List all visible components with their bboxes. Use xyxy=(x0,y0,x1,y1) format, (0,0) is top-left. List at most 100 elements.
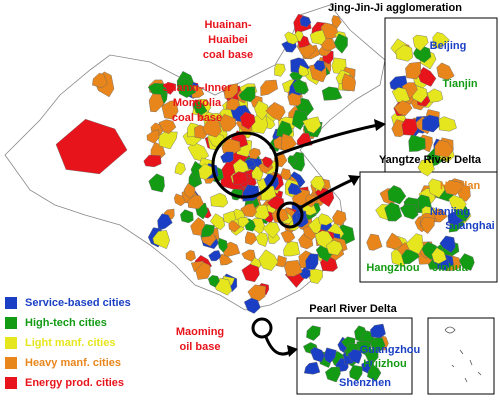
city-region xyxy=(302,116,322,134)
city-region xyxy=(317,213,334,226)
arrow xyxy=(264,336,291,356)
city-region xyxy=(386,232,404,250)
city-region xyxy=(420,216,436,234)
city-region xyxy=(239,111,256,130)
city-region xyxy=(249,147,261,160)
city-region xyxy=(366,233,383,251)
city-label: Huizhou xyxy=(363,358,406,370)
city-region xyxy=(158,119,177,134)
city-region xyxy=(200,223,215,238)
legend-label: Heavy manf. cities xyxy=(25,357,121,369)
city-label: Beijing xyxy=(430,40,467,52)
city-region xyxy=(174,161,186,176)
city-region xyxy=(220,151,234,163)
city-region xyxy=(431,247,447,264)
city-region xyxy=(395,44,414,62)
city-region xyxy=(325,239,343,256)
arrowhead xyxy=(287,345,298,357)
city-region xyxy=(148,93,165,113)
city-region xyxy=(401,118,418,136)
legend-label: Service-based cities xyxy=(25,297,131,309)
city-region xyxy=(210,192,229,208)
city-region xyxy=(443,179,462,196)
city-label: Tianjin xyxy=(442,78,478,90)
city-region xyxy=(92,72,108,88)
city-region xyxy=(243,297,261,314)
city-region xyxy=(207,275,220,288)
city-region xyxy=(148,173,165,193)
city-region xyxy=(228,220,241,233)
city-region xyxy=(241,263,260,283)
city-region xyxy=(173,193,186,207)
city-label: Shenzhen xyxy=(339,377,391,389)
city-region xyxy=(283,240,301,257)
city-region xyxy=(225,97,240,111)
inset-title: Jing-Jin-Ji agglomeration xyxy=(328,2,462,14)
arrow xyxy=(299,178,353,210)
city-region xyxy=(334,33,348,54)
arrow xyxy=(275,123,379,157)
city-region xyxy=(427,88,444,103)
arrowhead xyxy=(374,119,386,131)
city-region xyxy=(152,230,170,250)
city-region xyxy=(146,129,160,144)
city-label: Shanghai xyxy=(445,220,495,232)
city-region xyxy=(292,78,309,95)
city-label: Hangzhou xyxy=(366,262,419,274)
city-region xyxy=(219,253,233,266)
city-region xyxy=(417,159,435,177)
city-region xyxy=(232,171,249,185)
annotation-text: Huainan- xyxy=(204,19,251,31)
city-region xyxy=(223,83,238,99)
city-region xyxy=(298,64,310,77)
city-region xyxy=(180,209,194,224)
annotation-text: coal base xyxy=(172,112,222,124)
city-region xyxy=(287,92,302,107)
south-china-sea-box xyxy=(427,317,495,395)
legend-swatch xyxy=(5,297,17,309)
city-region xyxy=(245,231,258,246)
city-region xyxy=(274,63,286,77)
highlight-circle xyxy=(211,131,279,199)
city-region xyxy=(412,34,429,52)
city-region xyxy=(405,61,421,80)
city-region xyxy=(331,15,342,29)
city-region xyxy=(202,119,222,138)
city-region xyxy=(261,156,274,169)
city-region xyxy=(309,29,327,45)
city-region xyxy=(309,346,325,363)
city-region xyxy=(428,178,446,198)
arrowhead xyxy=(348,175,360,186)
city-region xyxy=(313,60,326,72)
legend-label: Light manf. cities xyxy=(25,337,115,349)
city-region xyxy=(367,364,382,382)
annotation-text: oil base xyxy=(180,341,221,353)
city-region xyxy=(195,262,211,280)
city-region xyxy=(448,194,467,212)
legend-swatch xyxy=(5,337,17,349)
city-region xyxy=(55,118,128,175)
city-region xyxy=(192,100,208,116)
islands xyxy=(451,349,482,383)
city-region xyxy=(387,185,407,205)
annotation-text: Mongolia xyxy=(173,97,222,109)
city-region xyxy=(332,209,347,227)
city-region xyxy=(287,182,303,196)
city-region xyxy=(265,101,286,121)
city-region xyxy=(310,175,326,192)
city-region xyxy=(157,213,173,231)
city-region xyxy=(240,203,257,218)
city-region xyxy=(321,86,343,101)
city-region xyxy=(284,31,299,45)
city-region xyxy=(262,221,281,239)
annotation-text: Maoming xyxy=(176,326,224,338)
city-region xyxy=(370,337,386,352)
city-region xyxy=(260,79,278,97)
city-region xyxy=(291,109,308,131)
city-region xyxy=(280,230,296,244)
island xyxy=(444,326,456,334)
city-region xyxy=(406,233,424,255)
city-region xyxy=(187,194,204,210)
inset-title: Yangtze River Delta xyxy=(379,154,482,166)
